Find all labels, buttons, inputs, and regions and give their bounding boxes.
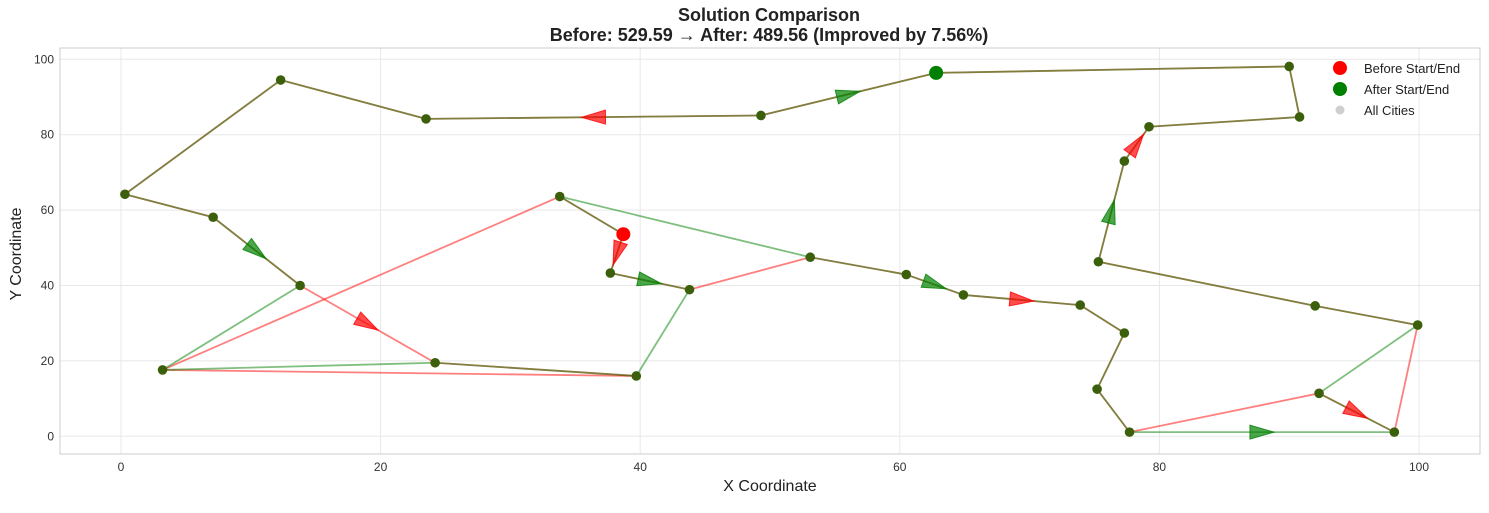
city-point xyxy=(1284,61,1294,72)
before-route-edge xyxy=(1393,324,1419,433)
city-point xyxy=(1119,328,1130,338)
x-tick-label: 80 xyxy=(1153,460,1167,474)
after-direction-arrow xyxy=(834,89,862,105)
before-direction-arrow xyxy=(1123,132,1145,159)
after-route-edge xyxy=(635,289,691,377)
x-tick-label: 60 xyxy=(893,460,907,474)
city-point xyxy=(1093,256,1104,267)
city-point xyxy=(1310,301,1320,311)
y-tick-label: 60 xyxy=(41,203,55,217)
city-point xyxy=(295,280,305,291)
y-tick-label: 40 xyxy=(41,278,55,292)
city-points xyxy=(120,61,1423,437)
after-route-edge xyxy=(559,195,624,235)
city-point xyxy=(1092,384,1102,394)
chart-title: Solution Comparison xyxy=(678,5,860,25)
x-tick-label: 0 xyxy=(118,460,125,474)
after-direction-arrow xyxy=(636,271,664,287)
city-point xyxy=(631,371,642,381)
after-route xyxy=(124,65,1419,434)
x-tick-label: 100 xyxy=(1409,460,1429,474)
y-tick-label: 100 xyxy=(34,52,54,66)
city-point xyxy=(958,290,969,300)
before-direction-arrow xyxy=(1342,400,1369,420)
after-route-edge xyxy=(1314,304,1418,326)
before-start-point xyxy=(616,227,631,242)
after-route-edge xyxy=(435,361,637,377)
before-direction-arrow xyxy=(1008,291,1036,307)
after-route-edge xyxy=(1096,332,1126,390)
before-direction-arrow xyxy=(612,239,629,267)
axis-ticks: 0 20 40 60 80 100 0 20 40 60 80 100 xyxy=(34,52,1429,474)
after-route-edge xyxy=(936,65,1290,74)
x-tick-label: 40 xyxy=(634,460,648,474)
after-route-edge xyxy=(162,284,301,371)
y-tick-label: 20 xyxy=(41,354,55,368)
after-route-edge xyxy=(280,79,427,120)
after-route-edge xyxy=(124,79,282,195)
y-axis-label: Y Coordinate xyxy=(8,207,25,300)
city-point xyxy=(1119,156,1130,166)
after-route-edge xyxy=(1288,66,1301,118)
city-point xyxy=(208,212,218,223)
city-point xyxy=(1124,427,1135,437)
city-point xyxy=(421,114,431,124)
plot-frame xyxy=(59,47,1481,455)
before-route-edge xyxy=(162,195,561,371)
after-direction-arrow xyxy=(242,237,268,260)
before-direction-arrow xyxy=(352,311,380,331)
after-route-edge xyxy=(162,361,436,371)
legend-marker-after xyxy=(1333,82,1347,96)
city-point xyxy=(605,268,616,278)
after-direction-arrow xyxy=(920,273,948,290)
after-route-edge xyxy=(1096,388,1131,433)
city-point xyxy=(1294,112,1305,122)
before-route-edge xyxy=(689,256,811,291)
city-point xyxy=(901,269,912,280)
city-point xyxy=(554,191,565,202)
after-route-edge xyxy=(1148,116,1300,128)
before-route-edge xyxy=(1129,392,1320,434)
grid xyxy=(60,48,1480,454)
legend-marker-before xyxy=(1333,61,1347,75)
direction-arrows xyxy=(242,89,1369,440)
after-route-edge xyxy=(1079,304,1125,334)
before-route-edge xyxy=(162,369,637,377)
after-route-edge xyxy=(1318,324,1419,395)
city-point xyxy=(430,357,440,368)
before-direction-arrow xyxy=(579,109,607,125)
legend: Before Start/End After Start/End All Citie… xyxy=(1333,61,1460,118)
after-route-edge xyxy=(810,256,907,276)
after-route-edge xyxy=(1098,260,1316,307)
city-point xyxy=(1412,320,1423,330)
after-direction-arrow xyxy=(1100,198,1116,226)
x-tick-label: 20 xyxy=(374,460,388,474)
after-route-edge xyxy=(124,193,214,219)
legend-label-city: All Cities xyxy=(1364,103,1415,118)
y-tick-label: 0 xyxy=(47,429,54,443)
after-start-point xyxy=(929,65,944,80)
city-point xyxy=(1144,121,1154,132)
city-point xyxy=(120,189,130,200)
x-axis-label: X Coordinate xyxy=(723,478,816,495)
city-point xyxy=(805,252,816,263)
city-point xyxy=(684,284,695,295)
after-route-edge xyxy=(559,195,811,259)
y-tick-label: 80 xyxy=(41,128,55,142)
after-direction-arrow xyxy=(1249,424,1276,440)
city-point xyxy=(756,110,766,121)
city-point xyxy=(157,365,168,375)
city-point xyxy=(1389,427,1400,437)
legend-label-before: Before Start/End xyxy=(1364,61,1460,76)
city-point xyxy=(1075,300,1086,310)
legend-marker-city xyxy=(1335,105,1345,115)
city-point xyxy=(275,75,286,85)
chart-subtitle: Before: 529.59 → After: 489.56 (Improved… xyxy=(550,25,989,45)
legend-label-after: After Start/End xyxy=(1364,82,1449,97)
city-point xyxy=(1314,388,1324,399)
